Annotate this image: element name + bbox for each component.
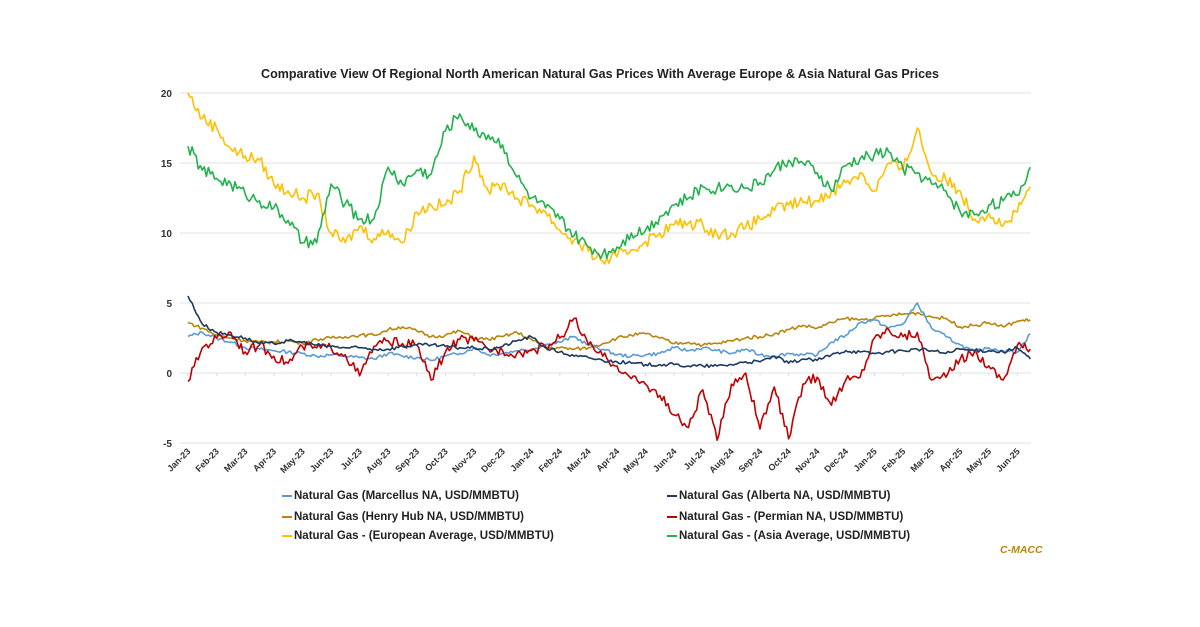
legend-label: Natural Gas (Alberta NA, USD/MMBTU) — [679, 490, 891, 502]
x-tick-label: Jun-23 — [308, 446, 336, 474]
legend-label: Natural Gas - (Permian NA, USD/MMBTU) — [679, 511, 904, 523]
legend-item-european: Natural Gas - (European Average, USD/MMB… — [282, 530, 554, 542]
x-tick-label: Jun-24 — [651, 446, 679, 474]
x-tick-label: Nov-23 — [450, 446, 478, 474]
x-tick-label: Aug-23 — [364, 446, 393, 475]
x-tick-label: Mar-23 — [222, 446, 250, 474]
series-line-natural-gas-marcellus-na-usd-mmbtu — [187, 302, 1031, 362]
x-tick-label: Jul-23 — [339, 446, 364, 471]
series-lines — [187, 92, 1032, 442]
y-axis-ticks: 20 15 10 5 0 -5 — [161, 89, 173, 450]
x-tick-label: Jan-23 — [165, 446, 192, 473]
x-tick-label: May-23 — [278, 446, 307, 475]
x-tick-label: Dec-24 — [822, 446, 850, 474]
legend-swatch — [282, 535, 292, 537]
legend-item-alberta: Natural Gas (Alberta NA, USD/MMBTU) — [667, 490, 891, 502]
series-line-natural-gas-alberta-na-usd-mmbtu — [187, 295, 1031, 369]
y-tick-label: 5 — [166, 299, 172, 310]
x-tick-label: Apr-23 — [251, 446, 278, 473]
x-tick-label: Sep-23 — [393, 446, 421, 474]
source-credit: C-MACC — [1000, 544, 1043, 556]
x-tick-label: May-24 — [621, 446, 650, 475]
y-tick-label: 15 — [161, 159, 173, 170]
x-tick-label: Feb-23 — [193, 446, 221, 474]
x-tick-label: Feb-24 — [537, 446, 565, 474]
x-tick-label: Aug-24 — [707, 446, 736, 475]
legend-swatch — [282, 516, 292, 518]
x-tick-label: Jan-24 — [508, 446, 535, 473]
y-tick-label: 10 — [161, 229, 173, 240]
series-line-natural-gas-henry-hub-na-usd-mmbtu — [187, 311, 1031, 351]
legend-item-henry-hub: Natural Gas (Henry Hub NA, USD/MMBTU) — [282, 511, 524, 523]
gridlines — [180, 92, 1031, 444]
x-tick-label: Sep-24 — [736, 446, 764, 474]
x-tick-label: Apr-24 — [594, 446, 621, 473]
series-line-natural-gas-european-average-usd-mmbtu — [187, 92, 1031, 265]
x-tick-label: Jan-25 — [852, 446, 879, 473]
x-tick-label: Mar-25 — [908, 446, 936, 474]
x-tick-label: Mar-24 — [565, 446, 593, 474]
series-line-natural-gas-permian-na-usd-mmbtu — [187, 317, 1031, 442]
x-tick-label: Oct-24 — [766, 446, 793, 473]
legend-swatch — [667, 516, 677, 518]
x-tick-label: Nov-24 — [793, 446, 821, 474]
x-tick-label: May-25 — [965, 446, 994, 475]
chart-title: Comparative View Of Regional North Ameri… — [261, 67, 939, 81]
y-tick-label: 0 — [166, 369, 172, 380]
y-tick-label: -5 — [163, 439, 172, 450]
legend-item-marcellus: Natural Gas (Marcellus NA, USD/MMBTU) — [282, 490, 519, 502]
series-line-natural-gas-asia-average-usd-mmbtu — [187, 113, 1032, 260]
x-tick-label: Apr-25 — [937, 446, 964, 473]
legend-item-asia: Natural Gas - (Asia Average, USD/MMBTU) — [667, 530, 910, 542]
legend-swatch — [282, 495, 292, 497]
x-tick-label: Jul-24 — [682, 446, 707, 471]
y-tick-label: 20 — [161, 89, 173, 100]
legend-swatch — [667, 495, 677, 497]
legend-swatch — [667, 535, 677, 537]
x-tick-label: Feb-25 — [880, 446, 908, 474]
x-tick-label: Oct-23 — [423, 446, 450, 473]
legend-label: Natural Gas (Marcellus NA, USD/MMBTU) — [294, 490, 519, 502]
legend-item-permian: Natural Gas - (Permian NA, USD/MMBTU) — [667, 511, 903, 523]
x-tick-label: Dec-23 — [479, 446, 507, 474]
x-tick-label: Jun-25 — [994, 446, 1022, 474]
legend-label: Natural Gas - (Asia Average, USD/MMBTU) — [679, 530, 911, 542]
legend-label: Natural Gas - (European Average, USD/MMB… — [294, 530, 554, 542]
legend-label: Natural Gas (Henry Hub NA, USD/MMBTU) — [294, 511, 525, 523]
x-axis-ticks: Jan-23 Feb-23 Mar-23 Apr-23 May-23 Jun-23 Jul-… — [165, 373, 1022, 475]
